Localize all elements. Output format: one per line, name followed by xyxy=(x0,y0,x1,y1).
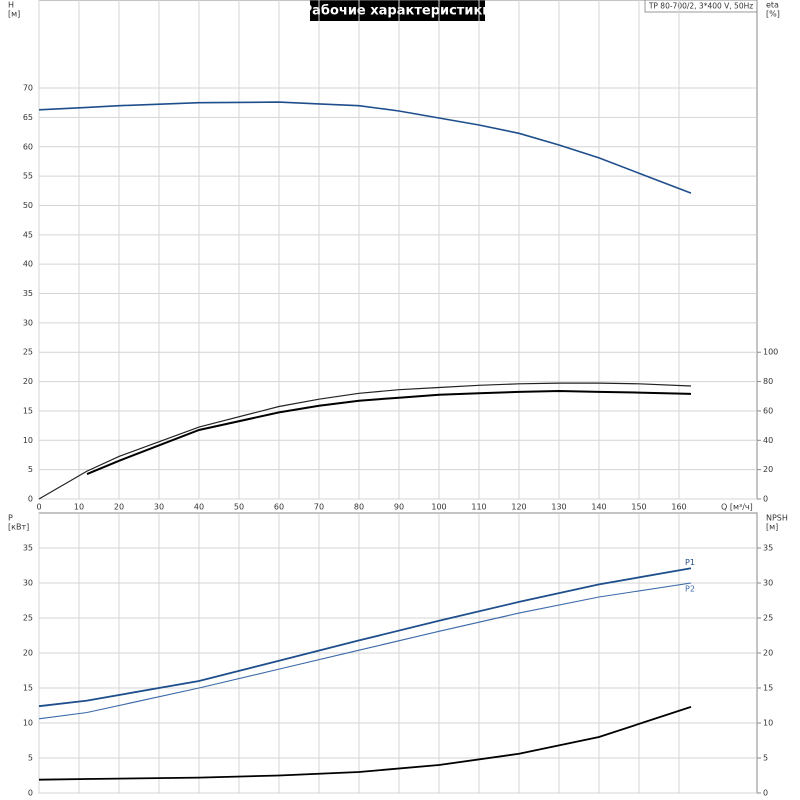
series-line xyxy=(38,706,692,781)
y-tick-label: 10 xyxy=(23,719,33,728)
y-tick-label: 25 xyxy=(23,614,33,623)
y-tick-label: 25 xyxy=(23,348,33,357)
series-line xyxy=(86,389,692,476)
y2-tick-label: 0 xyxy=(763,495,768,504)
x-tick-label: 40 xyxy=(194,503,204,512)
y-axis-label: H xyxy=(8,1,14,10)
x-axis-label: Q [м³/ч] xyxy=(721,503,753,512)
annotation: TP 80-700/2, 3*400 V, 50Hz xyxy=(648,2,753,11)
y-tick-label: 20 xyxy=(23,377,33,386)
y2-axis-label: eta xyxy=(766,1,779,10)
x-tick-label: 30 xyxy=(154,503,164,512)
y-axis-unit: [кВт] xyxy=(8,523,29,532)
y-axis-label: P xyxy=(8,514,13,523)
y-tick-label: 45 xyxy=(23,230,33,239)
y2-tick-label: 80 xyxy=(763,377,773,386)
y-tick-label: 55 xyxy=(23,172,33,181)
y-tick-label: 35 xyxy=(23,544,33,553)
x-tick-label: 0 xyxy=(36,503,41,512)
x-tick-label: 110 xyxy=(471,503,486,512)
y-tick-label: 20 xyxy=(23,649,33,658)
y-tick-label: 65 xyxy=(23,113,33,122)
y2-tick-label: 10 xyxy=(763,719,773,728)
y2-tick-label: 100 xyxy=(763,348,778,357)
y-tick-label: 40 xyxy=(23,260,33,269)
y-tick-label: 60 xyxy=(23,142,33,151)
y2-tick-label: 20 xyxy=(763,465,773,474)
y-tick-label: 0 xyxy=(28,495,33,504)
x-tick-label: 20 xyxy=(114,503,124,512)
y2-tick-label: 15 xyxy=(763,684,773,693)
y2-tick-label: 40 xyxy=(763,436,773,445)
x-tick-label: 10 xyxy=(74,503,84,512)
y-tick-label: 15 xyxy=(23,406,33,415)
y2-axis-unit: [%] xyxy=(766,10,780,19)
y-axis-unit: [м] xyxy=(8,10,20,19)
y-tick-label: 30 xyxy=(23,318,33,327)
x-tick-label: 90 xyxy=(394,503,404,512)
y-tick-label: 5 xyxy=(28,754,33,763)
x-tick-label: 160 xyxy=(671,503,686,512)
y2-tick-label: 35 xyxy=(763,544,773,553)
title-box xyxy=(310,0,485,21)
x-tick-label: 130 xyxy=(551,503,566,512)
y-tick-label: 35 xyxy=(23,289,33,298)
y-tick-label: 10 xyxy=(23,436,33,445)
y2-tick-label: 5 xyxy=(763,754,768,763)
y2-axis-unit: [м] xyxy=(766,523,778,532)
x-tick-label: 150 xyxy=(631,503,646,512)
x-tick-label: 80 xyxy=(354,503,364,512)
y-tick-label: 50 xyxy=(23,201,33,210)
x-tick-label: 100 xyxy=(431,503,446,512)
x-tick-label: 50 xyxy=(234,503,244,512)
series-label: P2 xyxy=(685,585,695,594)
x-tick-label: 120 xyxy=(511,503,526,512)
y2-tick-label: 30 xyxy=(763,579,773,588)
series-line xyxy=(38,582,692,720)
y2-tick-label: 20 xyxy=(763,649,773,658)
chart-title: Рабочие характеристики xyxy=(303,4,492,19)
y-tick-label: 15 xyxy=(23,684,33,693)
x-tick-label: 140 xyxy=(591,503,606,512)
y2-tick-label: 25 xyxy=(763,614,773,623)
y2-tick-label: 60 xyxy=(763,406,773,415)
series-line xyxy=(38,567,692,708)
series-label: P1 xyxy=(685,558,695,567)
y-tick-label: 0 xyxy=(28,789,33,798)
y-tick-label: 5 xyxy=(28,465,33,474)
series-line xyxy=(38,382,692,500)
y2-tick-label: 0 xyxy=(763,789,768,798)
y-tick-label: 70 xyxy=(23,84,33,93)
y2-axis-label: NPSH xyxy=(766,514,788,523)
series-line xyxy=(38,101,692,194)
x-tick-label: 60 xyxy=(274,503,284,512)
y-tick-label: 30 xyxy=(23,579,33,588)
x-tick-label: 70 xyxy=(314,503,324,512)
plot-frame xyxy=(38,0,758,500)
